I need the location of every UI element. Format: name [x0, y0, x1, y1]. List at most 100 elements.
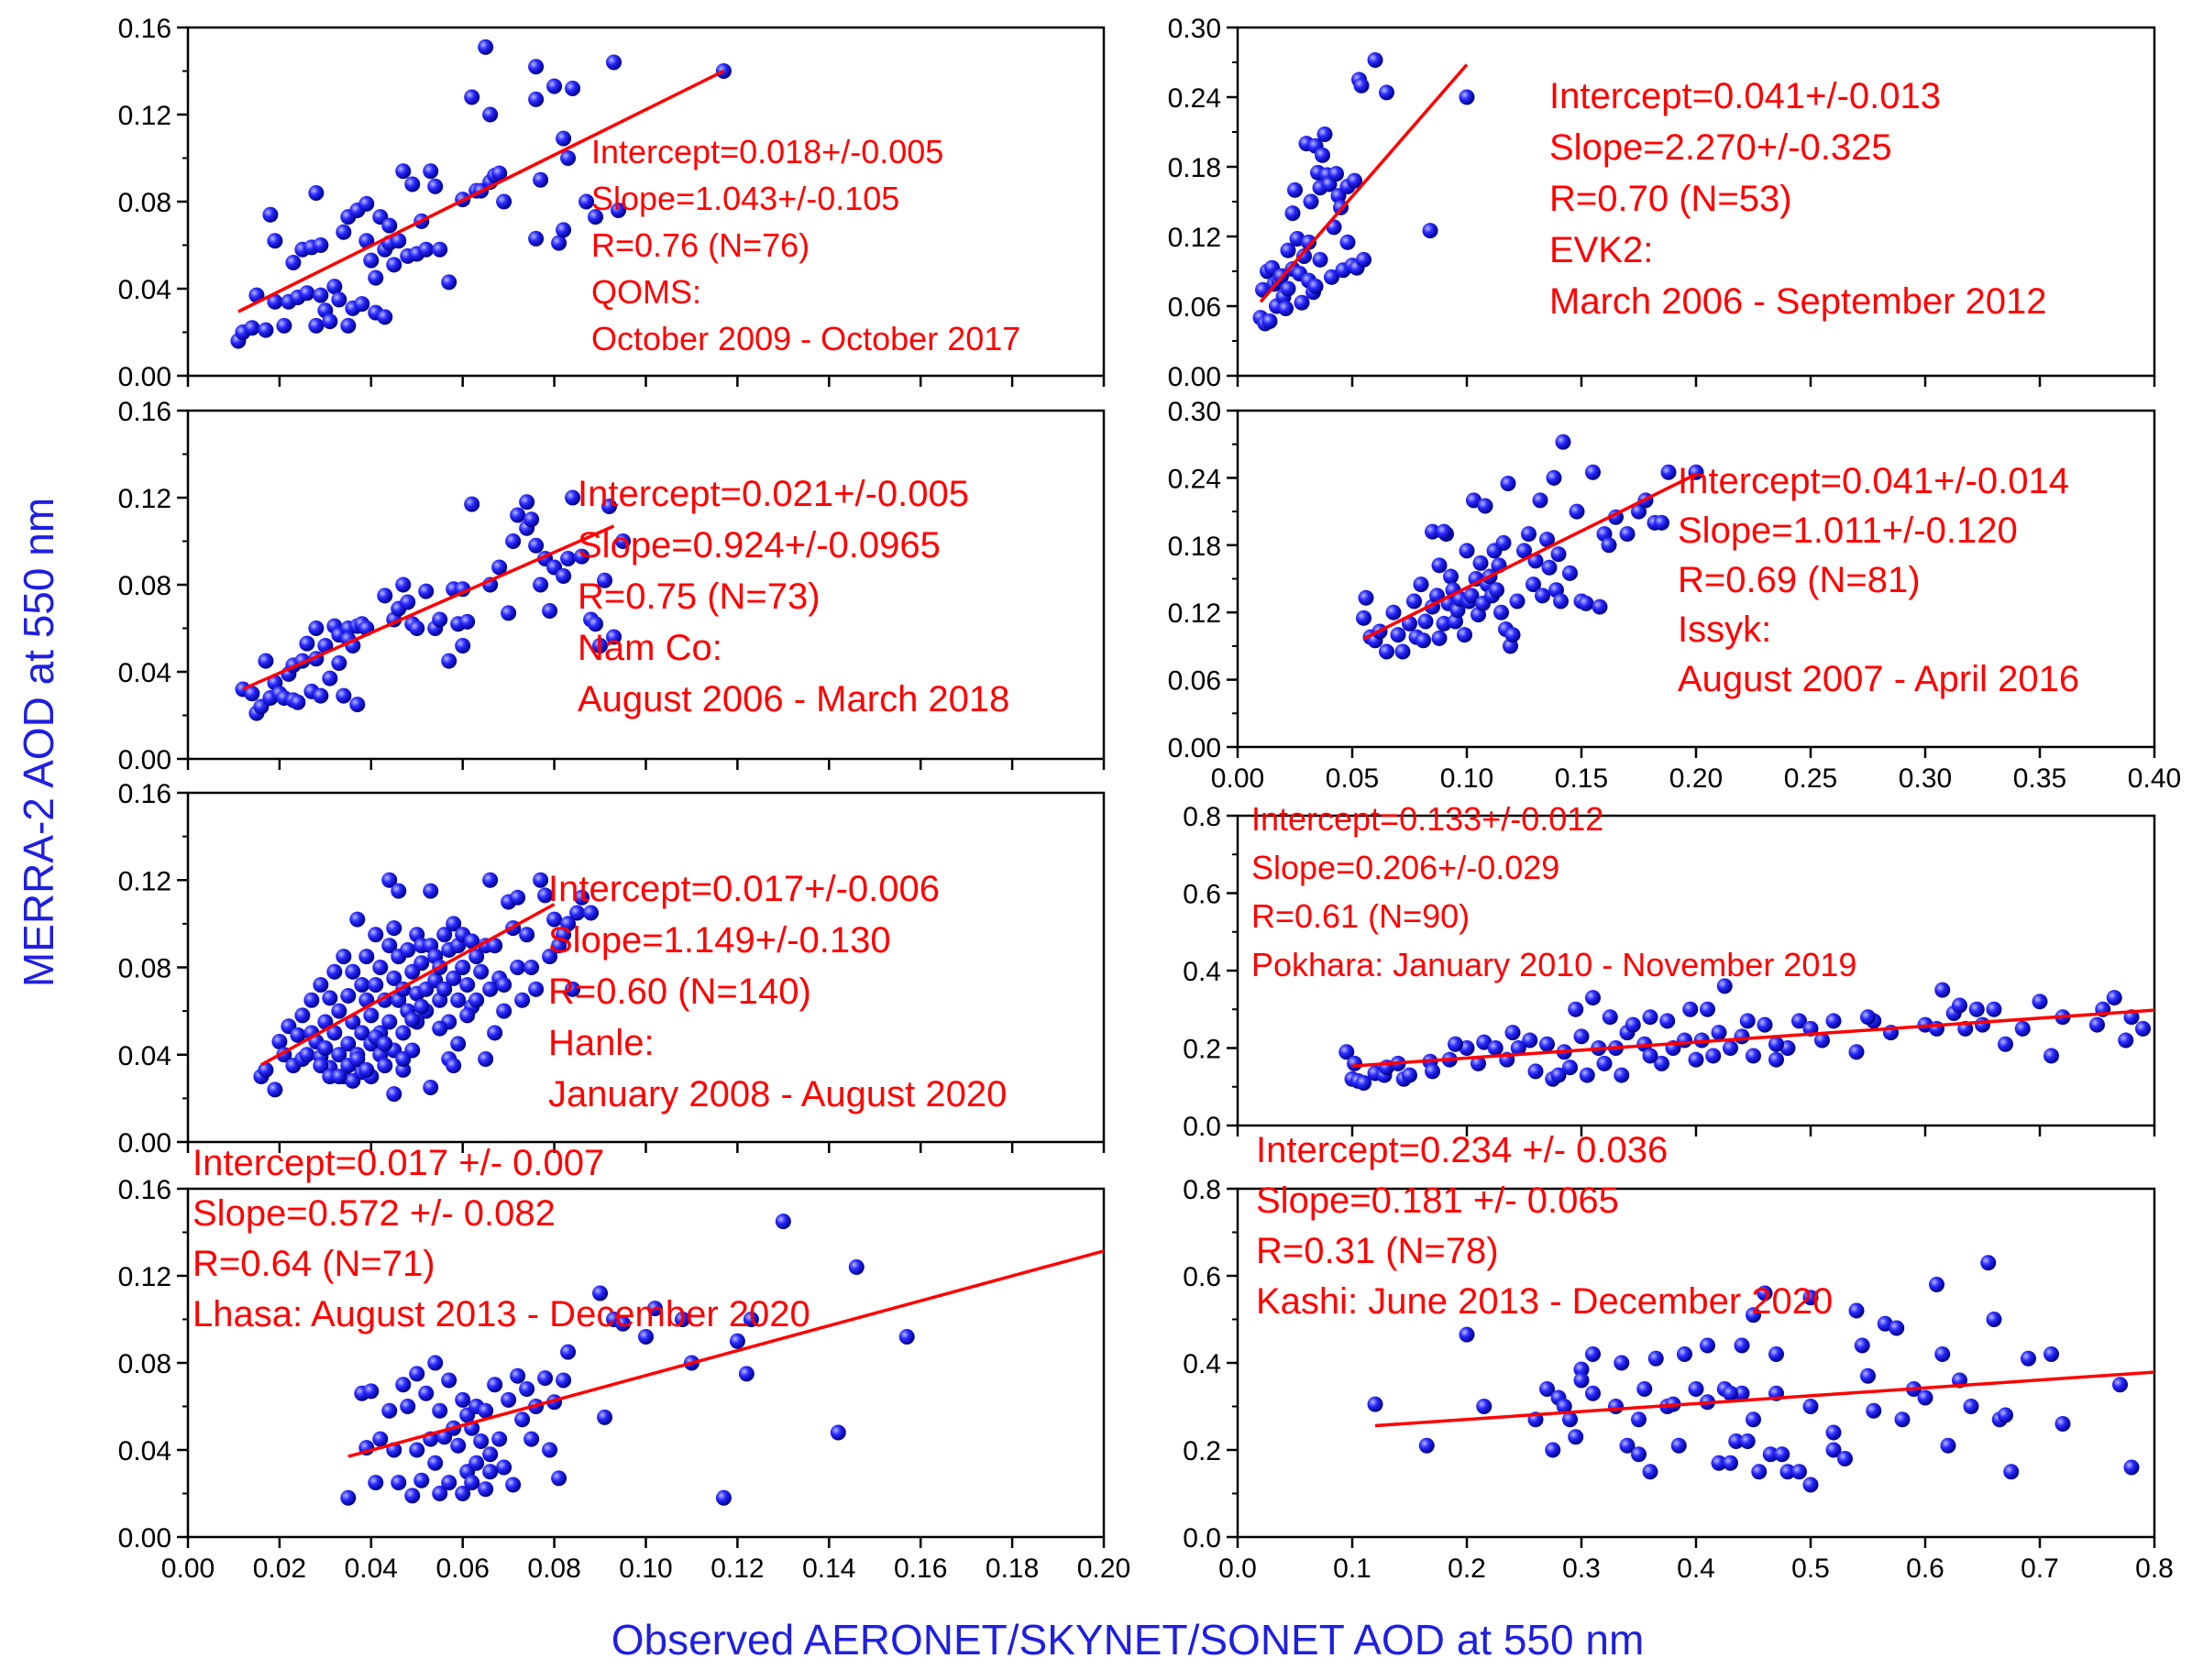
data-point: [386, 920, 402, 937]
data-point: [381, 1402, 398, 1419]
data-point: [606, 629, 622, 645]
data-point: [1356, 251, 1371, 268]
annotation-line: August 2006 - March 2018: [578, 679, 1009, 719]
annotation-line: R=0.60 (N=140): [548, 972, 811, 1012]
data-point: [1768, 1036, 1784, 1052]
data-point: [1659, 1013, 1676, 1029]
data-point: [546, 911, 563, 928]
data-point: [1415, 632, 1431, 649]
y-tick-label: 0.06: [1168, 666, 1221, 697]
data-point: [459, 1007, 476, 1024]
data-point: [400, 941, 416, 958]
y-tick-label: 0.6: [1183, 880, 1221, 910]
data-point: [1303, 193, 1319, 210]
data-point: [1986, 1312, 2002, 1327]
data-point: [331, 1003, 347, 1019]
data-point: [1500, 476, 1516, 492]
data-point: [1929, 1277, 1944, 1292]
data-point: [514, 992, 531, 1008]
data-point: [1367, 1396, 1383, 1412]
data-point: [1825, 1442, 1842, 1458]
data-point: [313, 977, 329, 994]
data-point: [1929, 1020, 1944, 1037]
data-point: [597, 572, 613, 588]
annotation-line: August 2007 - April 2016: [1678, 659, 2079, 699]
data-point: [1585, 1385, 1601, 1401]
data-point: [597, 1409, 613, 1425]
y-tick-label: 0.24: [1168, 464, 1221, 494]
data-point: [427, 1355, 444, 1371]
data-point: [1315, 147, 1330, 163]
x-tick-label: 0.18: [986, 1554, 1039, 1584]
data-point: [1347, 172, 1362, 189]
y-tick-label: 0.08: [118, 954, 171, 984]
data-point: [299, 285, 315, 302]
data-point: [556, 568, 572, 584]
data-point: [432, 241, 448, 258]
data-point: [1324, 269, 1339, 285]
data-point: [2106, 990, 2122, 1006]
y-tick-label: 0.16: [118, 779, 171, 809]
data-point: [491, 1431, 508, 1447]
data-point: [1734, 1028, 1750, 1045]
data-point: [349, 697, 366, 713]
data-point: [1837, 1451, 1853, 1466]
data-point: [556, 222, 572, 238]
data-point: [1723, 1385, 1738, 1401]
data-point: [1682, 1001, 1699, 1017]
data-point: [1556, 1399, 1572, 1414]
data-point: [1768, 1051, 1784, 1068]
data-point: [1952, 997, 1967, 1014]
data-point: [308, 620, 325, 636]
y-tick-label: 0.12: [118, 101, 171, 131]
x-tick-label: 0.35: [2013, 763, 2066, 794]
y-tick-label: 0.00: [118, 362, 171, 392]
annotation-line: Slope=0.924+/-0.0965: [578, 525, 941, 565]
data-point: [450, 1437, 467, 1454]
data-point: [505, 533, 522, 549]
data-point: [1746, 1411, 1761, 1428]
data-point: [2054, 1416, 2071, 1432]
data-point: [446, 916, 462, 932]
data-point: [2014, 1020, 2031, 1037]
data-point: [432, 1486, 448, 1501]
data-point: [391, 1475, 407, 1491]
data-point: [1367, 51, 1383, 68]
data-point: [1471, 1055, 1486, 1071]
data-point: [2089, 1016, 2105, 1033]
data-point: [1762, 1446, 1779, 1463]
data-point: [1425, 523, 1440, 540]
data-point: [404, 176, 421, 192]
data-point: [560, 916, 577, 932]
data-point: [377, 1058, 393, 1074]
x-tick-label: 0.3: [1562, 1554, 1601, 1584]
data-point: [1711, 1455, 1727, 1471]
annotation-line: R=0.69 (N=81): [1678, 560, 1921, 600]
data-point: [459, 613, 476, 630]
data-point: [482, 872, 499, 888]
data-point: [441, 653, 457, 669]
annotation-line: Nam Co:: [578, 628, 722, 668]
data-point: [542, 949, 558, 965]
data-point: [1711, 1025, 1727, 1041]
data-point: [1526, 576, 1541, 593]
data-point: [1825, 1013, 1842, 1029]
data-point: [368, 1475, 384, 1491]
points-layer: [340, 1213, 915, 1506]
data-point: [1495, 534, 1512, 551]
data-point: [1654, 1055, 1669, 1071]
data-point: [1413, 576, 1429, 593]
data-point: [487, 1025, 503, 1041]
annotation-line: Slope=0.181 +/- 0.065: [1256, 1180, 1619, 1221]
data-point: [299, 635, 315, 652]
annotation-line: October 2009 - October 2017: [591, 320, 1020, 357]
x-tick-label: 0.10: [619, 1554, 672, 1584]
data-point: [285, 255, 302, 270]
data-point: [583, 905, 600, 921]
x-tick-label: 0.20: [1077, 1554, 1130, 1584]
data-point: [1848, 1044, 1865, 1060]
data-point: [1562, 1411, 1578, 1428]
data-point: [377, 1036, 393, 1052]
data-point: [729, 1333, 745, 1349]
x-tick-label: 0.20: [1669, 763, 1723, 794]
